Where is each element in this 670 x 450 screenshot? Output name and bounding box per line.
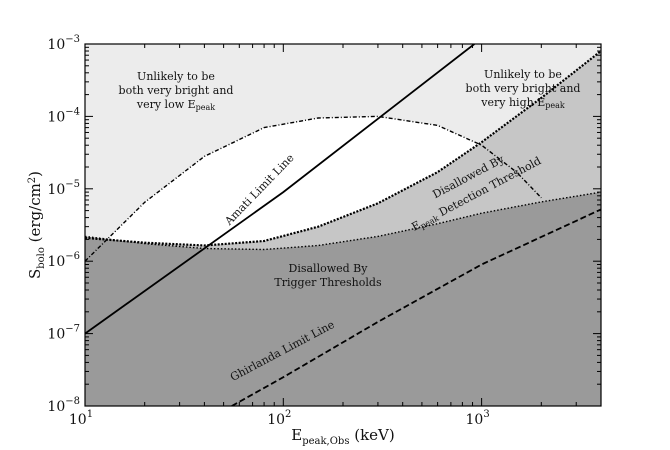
e-peak-detection-threshold-curve — [85, 50, 601, 247]
x-tick-label: 101 — [69, 409, 93, 428]
trigger-threshold-region — [85, 192, 601, 406]
annotation-trigger-region-line1: Disallowed By — [289, 262, 369, 275]
series-layer — [85, 44, 601, 406]
annotation-low-epeak-line2: both very bright and — [119, 84, 234, 97]
x-axis-title: Epeak,Obs (keV) — [291, 426, 395, 447]
ticks-layer: 101 102 103 10−8 10−7 10−6 10−5 10−4 10−3 — [47, 34, 602, 428]
annotation-low-epeak-line1: Unlikely to be — [137, 70, 215, 83]
y-tick-label: 10−4 — [47, 106, 80, 125]
y-tick-label: 10−8 — [47, 396, 80, 415]
y-axis-title: Sbolo (erg/cm2) — [26, 171, 47, 279]
very-bright-boundary-curve — [85, 115, 542, 262]
annotation-high-epeak-line2: both very bright and — [466, 82, 581, 95]
x-tick-label: 102 — [267, 409, 291, 428]
annotation-low-epeak: Unlikely to be both very bright and very… — [119, 70, 234, 112]
y-tick-label: 10−3 — [47, 34, 80, 53]
y-tick-label: 10−7 — [47, 324, 80, 343]
trigger-threshold-curve — [85, 191, 601, 251]
annotation-high-epeak-line1: Unlikely to be — [484, 68, 562, 81]
y-tick-label: 10−5 — [47, 179, 80, 198]
amati-limit-line-curve — [85, 44, 475, 335]
annotation-low-epeak-line3: very low Epeak — [136, 98, 215, 112]
y-tick-label: 10−6 — [47, 251, 80, 270]
x-tick-label: 103 — [466, 409, 490, 428]
annotation-high-epeak: Unlikely to be both very bright and very… — [466, 68, 581, 110]
annotation-trigger-region: Disallowed By Trigger Thresholds — [274, 262, 382, 289]
allowed-region — [85, 97, 542, 262]
ghirlanda-limit-line-curve — [231, 208, 601, 406]
annotation-trigger-region-line2: Trigger Thresholds — [274, 276, 382, 289]
annotation-high-epeak-line3: very high Epeak — [480, 96, 565, 110]
